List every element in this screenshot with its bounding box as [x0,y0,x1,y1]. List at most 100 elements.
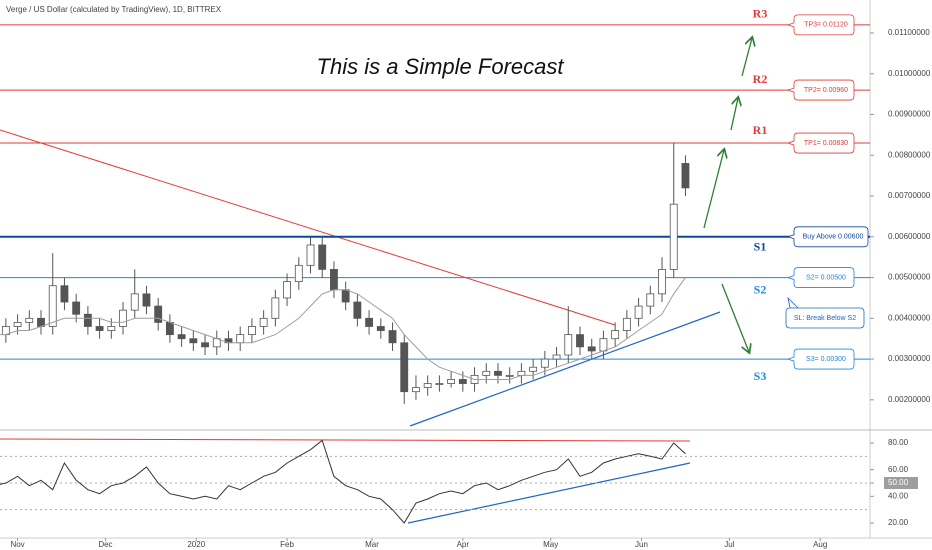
moving-average [0,277,686,380]
candle-body [365,317,374,327]
candle-body [658,269,666,295]
candle-body [412,387,420,393]
candle-body [669,203,678,270]
trend-line [409,311,721,427]
x-tick-label: Aug [813,540,827,549]
candle-body [529,366,538,372]
candle-body [283,281,291,299]
level-label: S2 [754,282,767,296]
candle-body [435,383,444,385]
y-tick-label: 0.00600000 [888,232,931,241]
y-tick-label: 0.01100000 [888,28,930,37]
x-tick-label: Mar [365,540,379,549]
y-tick-label: 40.00 [888,491,909,500]
y-tick-label: 60.00 [888,465,909,474]
candle-body [376,326,385,331]
callout-box [786,348,855,370]
candle-body [634,305,643,319]
arrow [741,38,752,77]
callout-text: TP2= 0.00960 [804,87,848,94]
arrow [703,150,724,229]
callout-box [786,79,855,101]
candle-body [540,358,549,368]
candle-body [494,370,502,376]
candle-body [177,334,186,340]
candle-body [576,334,584,348]
candle-body [400,342,409,393]
x-tick-label: Dec [98,540,112,549]
candle-body [165,321,174,336]
candle-body [95,326,104,331]
candle-body [83,313,92,327]
arrow [730,98,738,131]
y-tick-label: 80.00 [888,438,909,447]
x-tick-label: Jun [635,540,648,549]
trend-line [0,129,616,326]
level-label: R2 [753,72,768,86]
x-tick-label: Apr [457,540,470,549]
y-tick-label: 0.00700000 [888,191,931,200]
candle-body [505,374,514,377]
candle-body [130,293,139,311]
callout-box [786,267,855,288]
x-tick-label: Jul [724,540,734,549]
x-tick-label: Nov [10,540,24,549]
candle-body [341,289,350,303]
callout-text: TP1= 0.00830 [804,140,848,147]
candle-body [48,285,57,327]
candle-body [564,334,573,356]
tick-highlight [884,477,918,489]
y-tick-label: 0.00200000 [888,395,931,404]
trend-line [407,462,691,524]
candle-body [107,326,116,331]
y-tick-label: 0.00800000 [888,150,931,159]
rsi-line [0,439,686,524]
candle-body [587,346,596,352]
candle-body [681,163,690,189]
forecast-arrows [703,38,752,352]
candle-body [13,321,22,327]
candle-body [248,326,256,336]
candle-body [388,330,397,344]
candle-body [294,264,303,283]
header: Verge / US Dollar (calculated by Trading… [6,5,222,14]
candle-body [236,334,245,344]
candle-body [306,244,315,266]
callout-text: S2= 0.00500 [806,274,846,281]
callout-text: S3= 0.00300 [806,356,846,363]
x-tick-label: 2020 [187,540,205,549]
level-label: R3 [753,7,768,21]
level-label: S1 [754,240,767,254]
y-tick-label: 0.00500000 [888,273,931,282]
callout-box [786,226,869,248]
price-pane [0,24,870,427]
candle-body [482,370,491,376]
x-tick-label: May [543,540,558,549]
candle-body [259,317,268,327]
candle-body [189,338,198,344]
candle-body [599,338,608,352]
candle-body [458,379,467,384]
trend-line [0,438,691,442]
candle-body [552,354,561,360]
candle-body [330,269,338,291]
candle-body [353,301,362,319]
y-tick-label: 20.00 [888,518,909,527]
candle-body [25,317,34,323]
y-tick-label: 50.00 [888,478,909,487]
callout-text: Buy Above 0.00600 [803,234,864,241]
candle-body [318,244,327,270]
rsi-pane [0,438,870,524]
x-tick-label: Feb [280,540,294,549]
candle-body [646,293,655,307]
candle-body [119,309,127,327]
chart-title: This is a Simple Forecast [317,54,565,79]
annotation: SL: Break Below S2 [794,315,856,322]
candle-body [622,317,631,331]
y-tick-label: 0.00900000 [888,110,931,119]
candle-body [154,305,163,323]
candle-body [271,297,280,319]
callout-box [785,296,865,329]
